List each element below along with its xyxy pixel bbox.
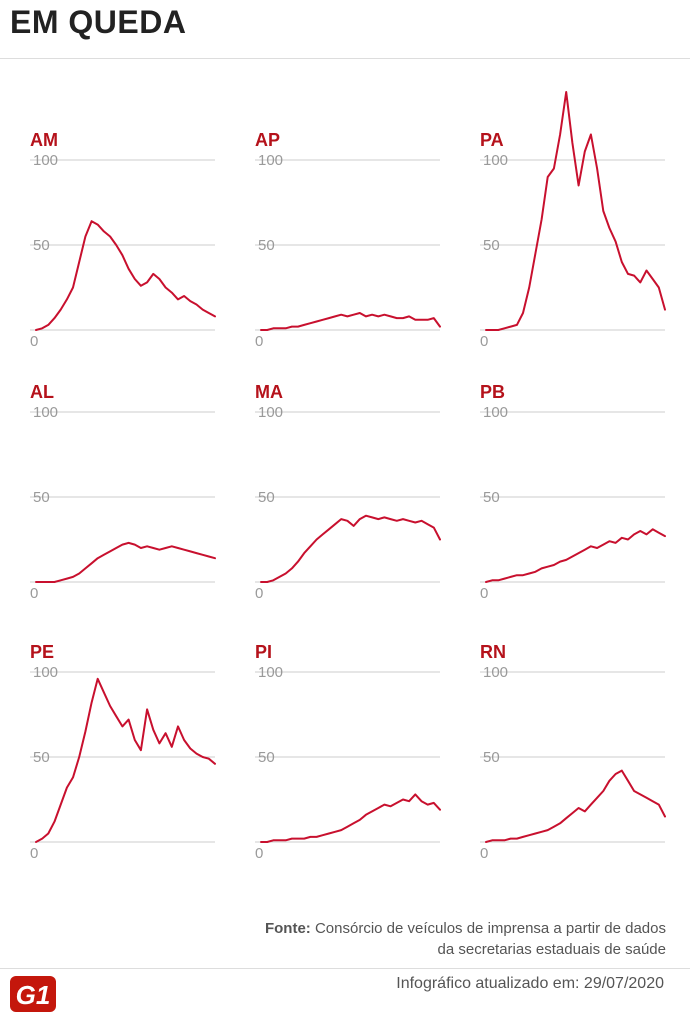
y-tick-label: 0 (255, 333, 263, 350)
y-tick-label: 100 (483, 152, 508, 169)
chart-title: PI (255, 642, 272, 662)
y-tick-label: 0 (30, 585, 38, 602)
chart-panel-pe: PE 0 50 100 (30, 640, 245, 885)
y-tick-label: 50 (33, 237, 50, 254)
chart-svg: AL 0 50 100 (30, 382, 216, 602)
chart-panel-ma: MA 0 50 100 (255, 380, 470, 625)
y-tick-label: 50 (483, 237, 500, 254)
chart-panel-pb: PB 0 50 100 (480, 380, 690, 625)
y-tick-label: 50 (258, 749, 275, 766)
title-divider (0, 58, 690, 59)
y-tick-label: 50 (258, 489, 275, 506)
chart-title: AP (255, 130, 280, 150)
chart-title: RN (480, 642, 506, 662)
y-tick-label: 100 (483, 404, 508, 421)
y-tick-label: 0 (255, 585, 263, 602)
y-tick-label: 50 (33, 749, 50, 766)
y-tick-label: 0 (30, 333, 38, 350)
chart-title: AL (30, 382, 54, 402)
y-tick-label: 100 (33, 664, 58, 681)
page-title: EM QUEDA (10, 4, 187, 40)
chart-svg: PA 0 50 100 (480, 91, 666, 350)
chart-panel-rn: RN 0 50 100 (480, 640, 690, 885)
chart-panel-ap: AP 0 50 100 (255, 128, 470, 373)
y-tick-label: 100 (258, 152, 283, 169)
series-line (485, 91, 666, 331)
y-tick-label: 0 (30, 845, 38, 862)
y-tick-label: 0 (480, 585, 488, 602)
chart-svg: MA 0 50 100 (255, 382, 441, 602)
series-line (485, 528, 666, 583)
chart-svg: PB 0 50 100 (480, 382, 666, 602)
series-line (35, 541, 216, 583)
series-line (260, 514, 441, 583)
y-tick-label: 0 (480, 845, 488, 862)
g1-logo-background (10, 976, 56, 1012)
source-note: Fonte: Consórcio de veículos de imprensa… (246, 918, 666, 960)
footer-divider (0, 968, 690, 969)
chart-panel-pi: PI 0 50 100 (255, 640, 470, 885)
y-tick-label: 100 (258, 404, 283, 421)
g1-logo-text: G1 (16, 980, 51, 1010)
y-tick-label: 50 (258, 237, 275, 254)
chart-title: PB (480, 382, 505, 402)
y-tick-label: 50 (483, 489, 500, 506)
chart-title: MA (255, 382, 283, 402)
chart-panel-am: AM 0 50 100 (30, 128, 245, 373)
chart-svg: PI 0 50 100 (255, 642, 441, 862)
source-text: Consórcio de veículos de imprensa a part… (314, 920, 666, 958)
y-tick-label: 50 (33, 489, 50, 506)
chart-panel-pa: PA 0 50 100 (480, 91, 690, 373)
chart-title: PA (480, 130, 504, 150)
y-tick-label: 100 (258, 664, 283, 681)
y-tick-label: 100 (483, 664, 508, 681)
chart-svg: AP 0 50 100 (255, 130, 441, 350)
series-line (260, 312, 441, 331)
y-tick-label: 100 (33, 152, 58, 169)
chart-title: AM (30, 130, 58, 150)
g1-logo: G1 (10, 976, 56, 1012)
series-line (260, 793, 441, 843)
chart-svg: RN 0 50 100 (480, 642, 666, 862)
y-tick-label: 0 (255, 845, 263, 862)
y-tick-label: 0 (480, 333, 488, 350)
chart-panel-al: AL 0 50 100 (30, 380, 245, 625)
series-line (485, 769, 666, 843)
chart-title: PE (30, 642, 54, 662)
series-line (35, 220, 216, 331)
series-line (35, 677, 216, 843)
updated-date: Infográfico atualizado em: 29/07/2020 (396, 975, 664, 992)
y-tick-label: 100 (33, 404, 58, 421)
source-label: Fonte: (264, 920, 311, 937)
chart-svg: AM 0 50 100 (30, 130, 216, 350)
chart-svg: PE 0 50 100 (30, 642, 216, 862)
y-tick-label: 50 (483, 749, 500, 766)
